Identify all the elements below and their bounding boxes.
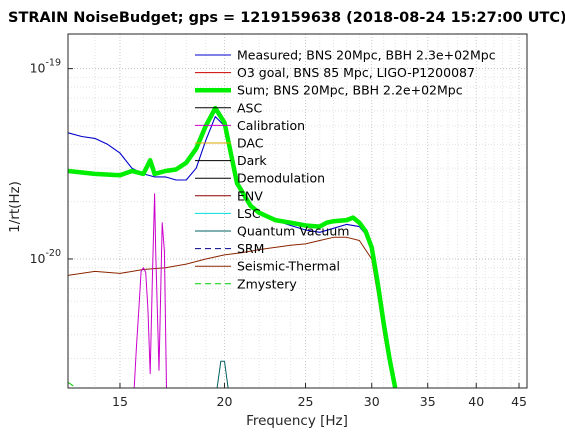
legend-item: Calibration [195,118,305,133]
legend-label: ASC [237,100,262,115]
legend: Measured; BNS 20Mpc, BBH 2.3e+02Mpc O3 go… [195,48,496,291]
legend-label: O3 goal, BNS 85 Mpc, LIGO-P1200087 [237,65,475,80]
legend-item: O3 goal, BNS 85 Mpc, LIGO-P1200087 [195,65,475,80]
legend-label: Seismic-Thermal [237,259,340,274]
x-axis-label: Frequency [Hz] [246,413,348,429]
legend-label: Measured; BNS 20Mpc, BBH 2.3e+02Mpc [237,48,496,63]
legend-label: Sum; BNS 20Mpc, BBH 2.2e+02Mpc [237,83,463,98]
series-line-sum [68,105,398,388]
legend-item: ASC [195,100,262,115]
legend-item: Demodulation [195,171,325,186]
legend-item: ENV [195,188,263,203]
legend-item: LSC [195,206,261,221]
legend-item: Measured; BNS 20Mpc, BBH 2.3e+02Mpc [195,48,496,63]
series-line-zmystery [68,381,77,388]
legend-label: Zmystery [237,276,297,291]
legend-item: Quantum Vacuum [195,224,349,239]
y-axis-label: 1/rt(Hz) [7,181,23,233]
legend-label: ENV [237,188,263,203]
axes-box [67,33,528,389]
legend-item: Dark [195,153,267,168]
series-line-calibration [133,193,167,388]
legend-item: DAC [195,136,264,151]
x-tick-label: 35 [420,394,436,409]
series-line-seismic-thermal [68,236,396,388]
legend-label: Quantum Vacuum [237,224,349,239]
legend-item: Zmystery [195,276,297,291]
legend-label: Demodulation [237,171,325,186]
legend-item: Sum; BNS 20Mpc, BBH 2.2e+02Mpc [195,83,463,98]
legend-label: Calibration [237,118,305,133]
x-axis-ticks: 15 20 25 30 35 40 45 [112,383,527,409]
x-tick-label: 45 [511,394,527,409]
legend-item: SRM [195,241,264,256]
y-tick-label: 10-20 [30,248,61,266]
chart-title: STRAIN NoiseBudget; gps = 1219159638 (20… [8,10,565,26]
series-line-quantum-vacuum [216,360,229,388]
x-tick-label: 15 [112,394,128,409]
legend-label: Dark [237,153,267,168]
legend-item: Seismic-Thermal [195,259,340,274]
x-tick-label: 30 [364,394,380,409]
x-tick-label: 25 [298,394,314,409]
plot-area [68,105,398,388]
legend-label: LSC [237,206,261,221]
y-tick-label: 10-19 [30,58,61,76]
legend-label: DAC [237,136,264,151]
legend-label: SRM [237,241,264,256]
y-axis-ticks: 10-19 10-20 [30,58,73,266]
x-tick-label: 20 [217,394,233,409]
x-tick-label: 40 [468,394,484,409]
